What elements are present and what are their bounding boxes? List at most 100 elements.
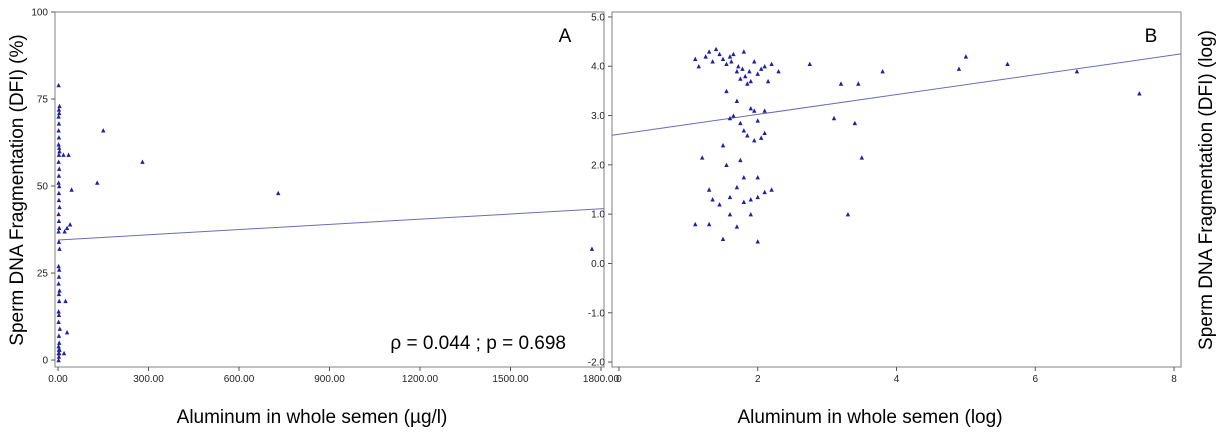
- panel-b-data-point: [727, 115, 733, 121]
- panel-a-data-point: [56, 159, 61, 164]
- panel-b-data-point: [748, 78, 753, 84]
- panel-a-x-tick-label: 300.00: [133, 374, 164, 385]
- panel-b-data-point: [720, 142, 726, 148]
- panel-b-data-point: [831, 115, 837, 121]
- panel-b-data-point: [963, 54, 969, 59]
- panel-b-data-point: [748, 211, 753, 217]
- panel-a-y-tick-label: 25: [37, 269, 49, 280]
- panel-b-data-point: [748, 197, 753, 202]
- panel-a-data-point: [56, 309, 61, 314]
- panel-a-data-point: [57, 340, 62, 345]
- panel-b-data-point: [736, 64, 741, 69]
- panel-a-plot-frame: [54, 11, 605, 368]
- panel-a-data-point: [56, 197, 62, 203]
- panel-a-data-point: [57, 326, 63, 331]
- panel-a-data-point: [56, 281, 61, 286]
- panel-a-data-point: [56, 312, 62, 317]
- panel-b-y-tick-label: 0.0: [591, 259, 605, 270]
- panel-b-data-point: [752, 59, 757, 64]
- panel-b-data-point: [755, 118, 760, 123]
- panel-b-y-tick-label: 1.0: [591, 210, 605, 221]
- panel-b-data-point: [758, 66, 764, 71]
- panel-a-data-point: [56, 343, 61, 349]
- panel-a-data-point: [62, 229, 67, 234]
- panel-a-data-point: [56, 135, 62, 140]
- panel-b-data-point: [734, 68, 740, 74]
- panel-a-data-point: [57, 183, 62, 189]
- panel-b-data-point: [738, 120, 743, 126]
- panel-b-data-point: [713, 46, 719, 52]
- panel-b-data-point: [762, 64, 767, 69]
- panel-b-data-point: [720, 236, 726, 242]
- panel-a-data-point: [56, 180, 61, 185]
- panel-b-x-tick-label: 0: [616, 374, 622, 385]
- panel-a-y-tick-label: 50: [37, 182, 49, 193]
- panel-a-data-point: [56, 121, 62, 126]
- panel-b-data-point: [710, 59, 715, 64]
- panel-b-x-tick-label: 4: [894, 374, 900, 385]
- panel-a-data-point: [56, 218, 62, 224]
- panel-b-data-point: [738, 76, 743, 81]
- panel-a-ticks: 0.00 300.00 600.00 900.00 1200.00 1500.00 1800…: [31, 8, 619, 386]
- panel-a-data-point: [57, 110, 62, 116]
- panel-a-data-point: [56, 357, 61, 363]
- panel-b-data-point: [748, 105, 753, 111]
- panel-a-data-point: [56, 173, 62, 178]
- panel-a-data-point: [95, 180, 100, 185]
- panel-a-x-tick-label: 1200.00: [402, 374, 439, 385]
- panel-a-data-point: [57, 347, 62, 352]
- panel-b-data-point: [696, 64, 701, 69]
- panel-b-data-point: [693, 221, 698, 227]
- panel-b-data-point: [741, 174, 747, 180]
- panel-a-data-point: [56, 229, 61, 234]
- panel-a-data-point: [67, 222, 73, 227]
- panel-b-data-point: [769, 61, 774, 66]
- panel-b-data-point: [706, 49, 712, 54]
- panel-b-data-point: [740, 66, 745, 71]
- panel-a-data-point: [56, 107, 62, 112]
- panel-a-data-point: [56, 211, 61, 217]
- panel-a-data-point: [57, 166, 62, 171]
- panel-b-data-point: [729, 59, 734, 64]
- panel-a-data-point: [56, 263, 61, 269]
- panel-a-x-tick-label: 600.00: [224, 374, 255, 385]
- panel-b-data-point: [755, 239, 760, 244]
- panel-b-data-point: [743, 73, 748, 79]
- panel-a-data-point: [589, 246, 595, 251]
- panel-b-data-point: [852, 120, 858, 126]
- panel-b-data-point: [755, 194, 760, 200]
- panel-b-data-point: [752, 108, 757, 113]
- panel-b-y-tick-label: 5.0: [591, 12, 605, 23]
- panel-a-data-point: [56, 354, 62, 359]
- panel-b-letter: B: [1145, 26, 1158, 47]
- panel-b-data-point: [776, 68, 781, 74]
- panel-a-data-point: [61, 350, 67, 356]
- panel-a-x-tick-label: 1500.00: [492, 374, 529, 385]
- panel-b-data-point: [731, 113, 736, 118]
- panel-a-data-point: [57, 267, 62, 272]
- panel-b-data-point: [856, 81, 861, 86]
- panel-b-data-point: [734, 184, 740, 190]
- panel-b-points: [693, 46, 1142, 244]
- panel-b-data-point: [880, 68, 885, 74]
- panel-b-data-point: [755, 71, 760, 76]
- panel-b-data-point: [752, 137, 757, 143]
- panel-b-data-point: [703, 54, 708, 59]
- panel-a-data-point: [56, 128, 61, 133]
- panel-b-data-point: [758, 135, 764, 140]
- panel-a-trend-line: [57, 208, 605, 241]
- panel-a-data-point: [66, 152, 71, 157]
- panel-b-data-point: [741, 128, 747, 133]
- panel-b-x-tick-label: 6: [1032, 374, 1038, 385]
- panel-b-data-point: [1137, 91, 1142, 96]
- panel-b-data-point: [734, 224, 740, 229]
- panel-b-data-point: [845, 211, 851, 217]
- panel-b-data-point: [700, 155, 705, 160]
- panel-a-data-point: [56, 152, 62, 157]
- panel-a-data-point: [64, 225, 70, 230]
- panel-a-data-point: [57, 246, 62, 251]
- panel-b-x-axis-title: Aluminum in whole semen (log): [737, 407, 1002, 428]
- panel-b-trend-line: [611, 53, 1182, 136]
- panel-a-data-point: [56, 291, 62, 297]
